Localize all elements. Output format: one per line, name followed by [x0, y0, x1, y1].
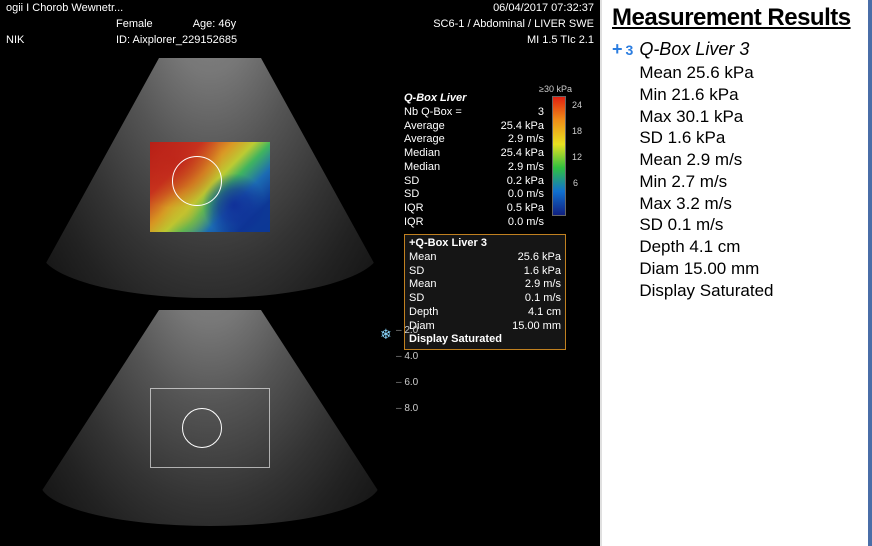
- clinic-name: ogii I Chorob Wewnetr...: [6, 2, 123, 14]
- patient-age: Age: 46y: [193, 18, 236, 30]
- depth-2: 2.0: [396, 318, 418, 344]
- result-line: Max 30.1 kPa: [639, 106, 773, 128]
- plus-marker-number: 3: [626, 42, 634, 58]
- depth-8: 8.0: [396, 396, 418, 422]
- ultrasound-panel: ogii I Chorob Wewnetr... 06/04/2017 07:3…: [0, 0, 600, 546]
- scale-6: 6: [573, 178, 578, 188]
- ultrasound-image-area[interactable]: ≥30 kPa 24 18 12 6 Q-Box Liver Nb Q-Box …: [0, 48, 600, 528]
- avg1-value: 25.4 kPa: [501, 120, 544, 134]
- q3-depth-value: 4.1 cm: [528, 306, 561, 320]
- q3-sd1-value: 1.6 kPa: [524, 265, 561, 279]
- us-header-row3: NIK ID: Aixplorer_229152685 MI 1.5 TIc 2…: [0, 32, 600, 48]
- scale-18: 18: [572, 126, 582, 136]
- q3-sd1-label: SD: [409, 265, 424, 279]
- q3-diam-value: 15.00 mm: [512, 320, 561, 334]
- result-line: Diam 15.00 mm: [639, 258, 773, 280]
- sd2-label: SD: [404, 188, 419, 202]
- freeze-icon[interactable]: ❄: [380, 326, 392, 343]
- roi-circle-bottom[interactable]: [182, 408, 222, 448]
- med1-value: 25.4 kPa: [501, 147, 544, 161]
- us-header-row2: Female Age: 46y SC6-1 / Abdominal / LIVE…: [0, 16, 600, 32]
- operator: NIK: [6, 34, 116, 46]
- result-line: Mean 2.9 m/s: [639, 149, 773, 171]
- iqr1-label: IQR: [404, 202, 424, 216]
- scale-24: 24: [572, 100, 582, 110]
- roi-circle-top[interactable]: [172, 156, 222, 206]
- nb-label: Nb Q-Box =: [404, 106, 462, 120]
- result-line: Depth 4.1 cm: [639, 236, 773, 258]
- scale-12: 12: [572, 152, 582, 162]
- qbox-summary-overlay: Q-Box Liver Nb Q-Box =3 Average25.4 kPa …: [404, 92, 544, 230]
- q3-mean2-value: 2.9 m/s: [525, 278, 561, 292]
- result-line: Display Saturated: [639, 280, 773, 302]
- iqr2-value: 0.0 m/s: [508, 216, 544, 230]
- results-row: + 3 Q-Box Liver 3 Mean 25.6 kPa Min 21.6…: [612, 38, 858, 301]
- us-header-row1: ogii I Chorob Wewnetr... 06/04/2017 07:3…: [0, 0, 600, 16]
- results-subtitle: Q-Box Liver 3: [639, 38, 773, 61]
- sd2-value: 0.0 m/s: [508, 188, 544, 202]
- results-panel: Measurement Results + 3 Q-Box Liver 3 Me…: [600, 0, 872, 546]
- med2-value: 2.9 m/s: [508, 161, 544, 175]
- depth-scale: 2.0 4.0 6.0 8.0: [396, 318, 418, 422]
- q3-sd2-value: 0.1 m/s: [525, 292, 561, 306]
- result-line: Max 3.2 m/s: [639, 193, 773, 215]
- q3-mean1-label: Mean: [409, 251, 437, 265]
- probe-preset: SC6-1 / Abdominal / LIVER SWE: [316, 18, 594, 30]
- result-line: Min 21.6 kPa: [639, 84, 773, 106]
- med1-label: Median: [404, 147, 440, 161]
- qbox3-overlay: +Q-Box Liver 3 Mean 25.6 kPa SD 1.6 kPa Me…: [404, 234, 566, 350]
- patient-sex: Female: [116, 18, 153, 30]
- avg2-label: Average: [404, 133, 445, 147]
- main-container: ogii I Chorob Wewnetr... 06/04/2017 07:3…: [0, 0, 872, 546]
- depth-4: 4.0: [396, 344, 418, 370]
- result-line: SD 0.1 m/s: [639, 214, 773, 236]
- mi-tic: MI 1.5 TIc 2.1: [316, 34, 594, 46]
- avg1-label: Average: [404, 120, 445, 134]
- iqr1-value: 0.5 kPa: [507, 202, 544, 216]
- q3-mean1-value: 25.6 kPa: [518, 251, 561, 265]
- sd1-label: SD: [404, 175, 419, 189]
- results-title: Measurement Results: [612, 4, 858, 32]
- qbox-title: Q-Box Liver: [404, 92, 544, 106]
- patient-id: ID: Aixplorer_229152685: [116, 34, 237, 46]
- qbox3-title: +Q-Box Liver 3: [409, 237, 561, 251]
- nb-value: 3: [538, 106, 544, 120]
- datetime: 06/04/2017 07:32:37: [493, 2, 594, 14]
- depth-6: 6.0: [396, 370, 418, 396]
- avg2-value: 2.9 m/s: [508, 133, 544, 147]
- result-line: SD 1.6 kPa: [639, 127, 773, 149]
- results-list: Q-Box Liver 3 Mean 25.6 kPa Min 21.6 kPa…: [639, 38, 773, 301]
- result-line: Min 2.7 m/s: [639, 171, 773, 193]
- operator-blank: [6, 18, 116, 30]
- med2-label: Median: [404, 161, 440, 175]
- iqr2-label: IQR: [404, 216, 424, 230]
- elasticity-color-scale: [552, 96, 566, 216]
- sd1-value: 0.2 kPa: [507, 175, 544, 189]
- q3-saturated: Display Saturated: [409, 333, 561, 347]
- q3-sd2-label: SD: [409, 292, 424, 306]
- q3-mean2-label: Mean: [409, 278, 437, 292]
- result-line: Mean 25.6 kPa: [639, 62, 773, 84]
- plus-marker-icon[interactable]: +: [612, 40, 623, 58]
